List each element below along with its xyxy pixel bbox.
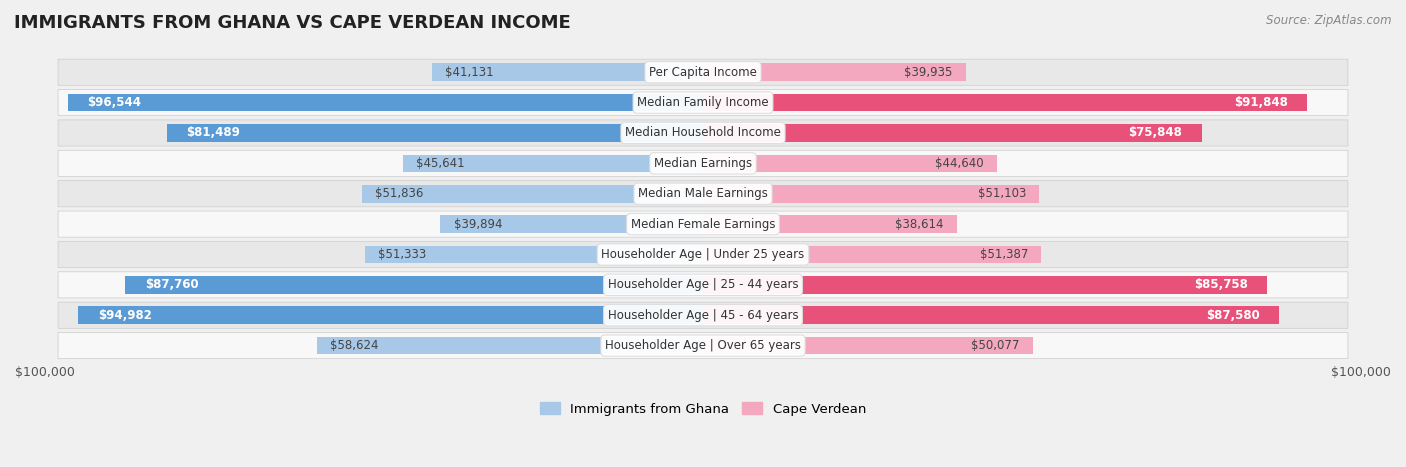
Bar: [67, 94, 703, 112]
Bar: [402, 155, 703, 172]
Text: $87,580: $87,580: [1206, 309, 1260, 322]
Bar: [703, 276, 1267, 294]
Bar: [703, 185, 1039, 203]
Bar: [703, 155, 997, 172]
Bar: [125, 276, 703, 294]
Text: $39,894: $39,894: [454, 218, 502, 231]
Text: $51,836: $51,836: [375, 187, 423, 200]
Legend: Immigrants from Ghana, Cape Verdean: Immigrants from Ghana, Cape Verdean: [534, 397, 872, 421]
Bar: [167, 124, 703, 142]
Bar: [318, 337, 703, 354]
Text: $96,544: $96,544: [87, 96, 142, 109]
Text: $75,848: $75,848: [1129, 127, 1182, 140]
FancyBboxPatch shape: [58, 150, 1348, 177]
Bar: [703, 94, 1308, 112]
Bar: [703, 124, 1202, 142]
FancyBboxPatch shape: [58, 272, 1348, 298]
Text: Householder Age | Over 65 years: Householder Age | Over 65 years: [605, 339, 801, 352]
Bar: [440, 215, 703, 233]
Text: Source: ZipAtlas.com: Source: ZipAtlas.com: [1267, 14, 1392, 27]
Text: $39,935: $39,935: [904, 66, 953, 79]
Text: $58,624: $58,624: [330, 339, 378, 352]
Bar: [361, 185, 703, 203]
FancyBboxPatch shape: [58, 90, 1348, 116]
FancyBboxPatch shape: [58, 302, 1348, 328]
Text: $94,982: $94,982: [97, 309, 152, 322]
Text: Median Household Income: Median Household Income: [626, 127, 780, 140]
FancyBboxPatch shape: [58, 211, 1348, 237]
Text: $50,077: $50,077: [972, 339, 1019, 352]
Text: $51,387: $51,387: [980, 248, 1028, 261]
Text: $91,848: $91,848: [1234, 96, 1288, 109]
FancyBboxPatch shape: [58, 241, 1348, 268]
Text: Householder Age | 45 - 64 years: Householder Age | 45 - 64 years: [607, 309, 799, 322]
Text: Median Earnings: Median Earnings: [654, 157, 752, 170]
Bar: [432, 64, 703, 81]
Text: $85,758: $85,758: [1194, 278, 1247, 291]
Bar: [703, 337, 1032, 354]
Text: $44,640: $44,640: [935, 157, 984, 170]
Text: $41,131: $41,131: [446, 66, 494, 79]
Bar: [77, 306, 703, 324]
Text: Median Female Earnings: Median Female Earnings: [631, 218, 775, 231]
FancyBboxPatch shape: [58, 59, 1348, 85]
Text: $81,489: $81,489: [187, 127, 240, 140]
Text: $51,333: $51,333: [378, 248, 426, 261]
Text: Householder Age | 25 - 44 years: Householder Age | 25 - 44 years: [607, 278, 799, 291]
Text: Householder Age | Under 25 years: Householder Age | Under 25 years: [602, 248, 804, 261]
Text: $51,103: $51,103: [977, 187, 1026, 200]
Text: Per Capita Income: Per Capita Income: [650, 66, 756, 79]
Text: $87,760: $87,760: [145, 278, 198, 291]
FancyBboxPatch shape: [58, 181, 1348, 207]
Bar: [703, 306, 1279, 324]
Text: $45,641: $45,641: [416, 157, 464, 170]
FancyBboxPatch shape: [58, 333, 1348, 359]
Text: Median Family Income: Median Family Income: [637, 96, 769, 109]
Text: $38,614: $38,614: [896, 218, 943, 231]
Bar: [366, 246, 703, 263]
Text: Median Male Earnings: Median Male Earnings: [638, 187, 768, 200]
FancyBboxPatch shape: [58, 120, 1348, 146]
Text: IMMIGRANTS FROM GHANA VS CAPE VERDEAN INCOME: IMMIGRANTS FROM GHANA VS CAPE VERDEAN IN…: [14, 14, 571, 32]
Bar: [703, 215, 957, 233]
Bar: [703, 64, 966, 81]
Bar: [703, 246, 1042, 263]
